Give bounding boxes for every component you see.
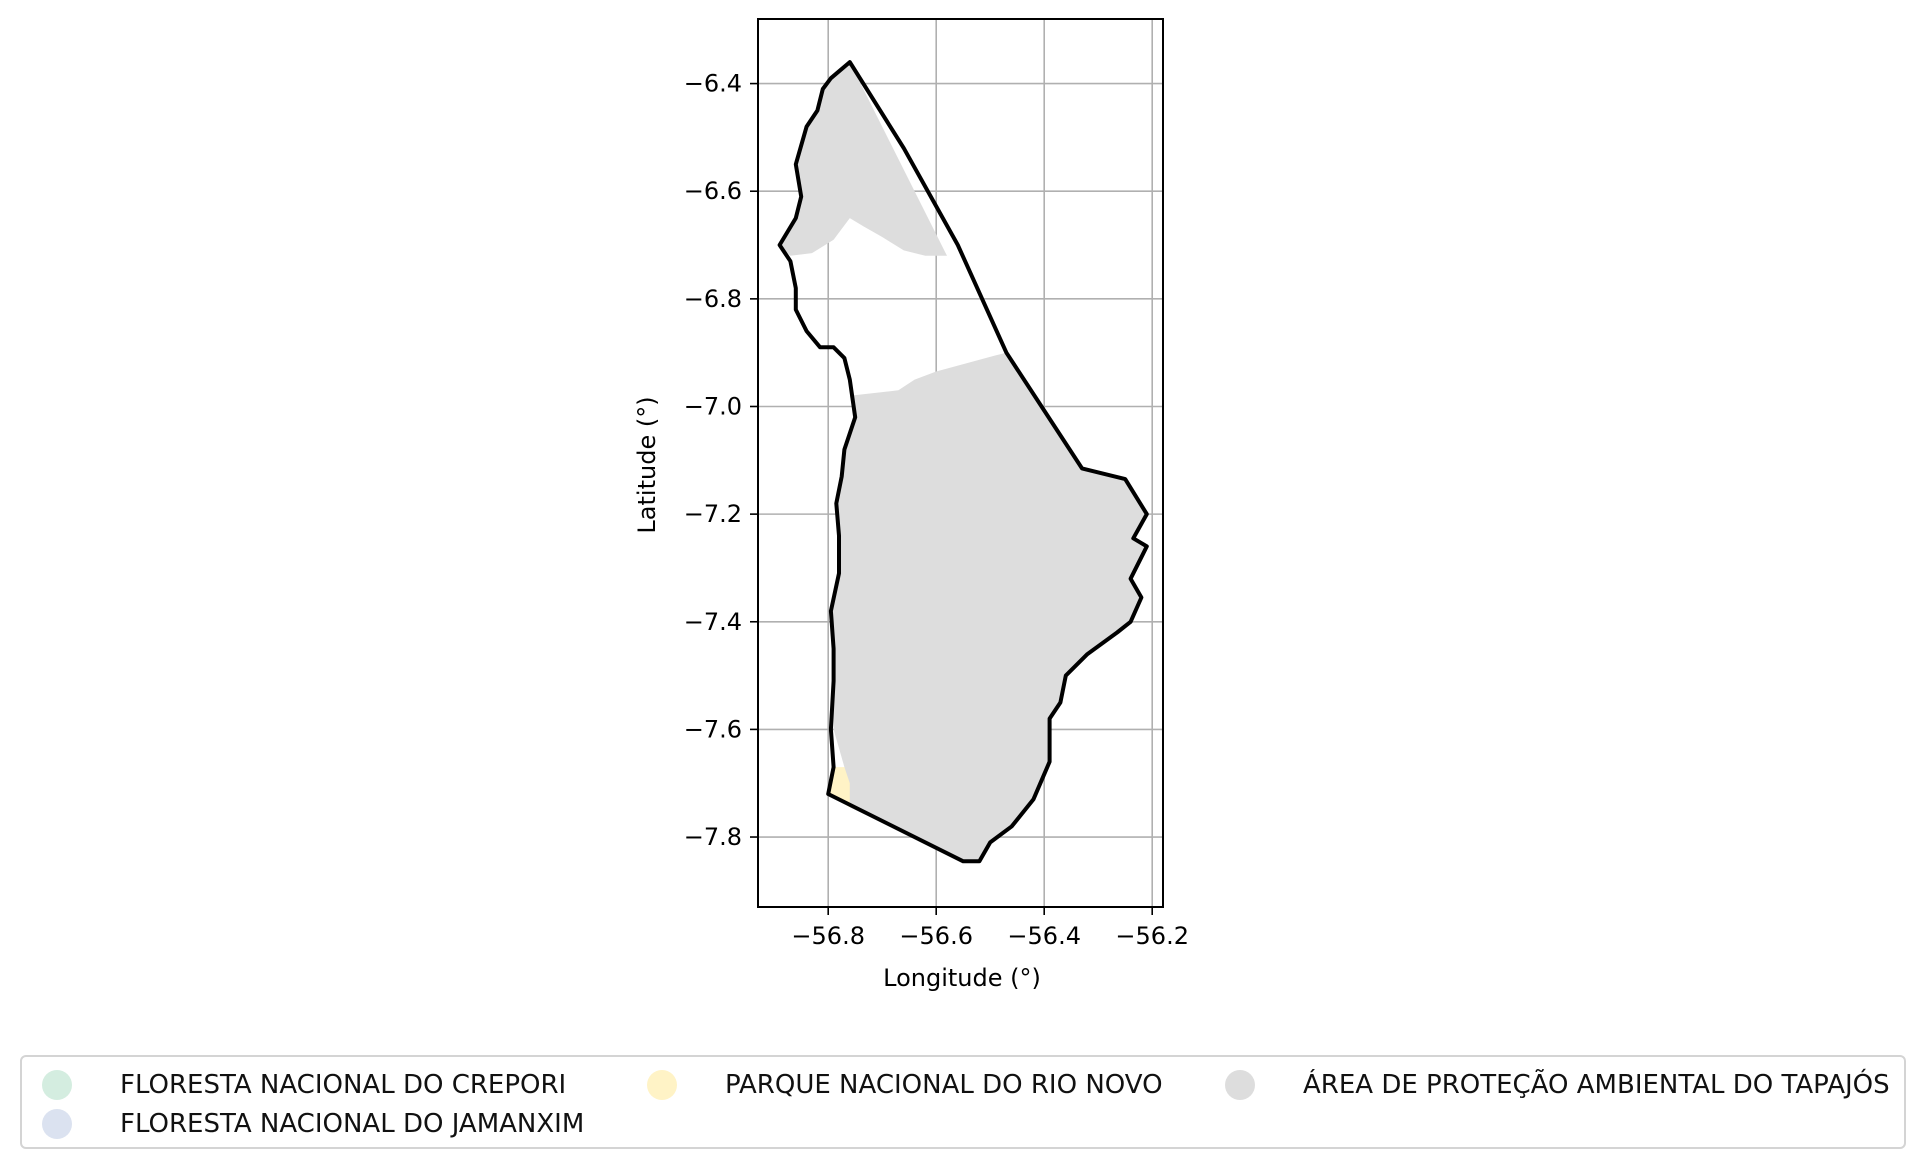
x-tick-label: −56.6 [899,922,973,950]
protected-area-polygon [779,62,947,256]
legend-label-rio-novo: PARQUE NACIONAL DO RIO NOVO [725,1070,1163,1100]
legend-marker-crepori [42,1070,72,1100]
y-tick-label: −7.8 [684,823,742,851]
x-tick-label: −56.2 [1115,922,1189,950]
legend-label-jamanxim: FLORESTA NACIONAL DO JAMANXIM [120,1109,585,1139]
legend-item-jamanxim: FLORESTA NACIONAL DO JAMANXIM [42,1106,584,1142]
legend-item-tapajos: ÁREA DE PROTEÇÃO AMBIENTAL DO TAPAJÓS [1225,1067,1890,1103]
x-tick-label: −56.4 [1007,922,1081,950]
y-tick-label: −7.6 [684,715,742,743]
legend-label-tapajos: ÁREA DE PROTEÇÃO AMBIENTAL DO TAPAJÓS [1303,1070,1890,1100]
x-axis-label: Longitude (°) [883,964,1041,992]
y-tick-label: −6.8 [684,285,742,313]
legend-item-rio-novo: PARQUE NACIONAL DO RIO NOVO [647,1067,1163,1103]
legend-item-crepori: FLORESTA NACIONAL DO CREPORI [42,1067,566,1103]
y-tick-label: −7.0 [684,392,742,420]
y-tick-label: −6.6 [684,177,742,205]
legend-marker-tapajos [1225,1070,1255,1100]
y-tick-label: −6.4 [684,70,742,98]
axis-ticks: −56.8 −56.6 −56.4 −56.2 −6.4 −6.6 −6.8 −7.0 −7.2… [684,70,1189,950]
y-axis-label: Latitude (°) [633,396,661,533]
x-tick-label: −56.8 [791,922,865,950]
protected-areas [779,62,1147,862]
legend-label-crepori: FLORESTA NACIONAL DO CREPORI [120,1070,567,1100]
legend-marker-rio-novo [647,1070,677,1100]
y-tick-label: −7.4 [684,608,742,636]
y-tick-label: −7.2 [684,500,742,528]
legend: FLORESTA NACIONAL DO CREPORI FLORESTA NA… [20,1055,1906,1149]
municipality-boundary [777,60,1149,864]
legend-marker-jamanxim [42,1109,72,1139]
protected-area-polygon [830,352,1147,862]
axes-frame [757,18,1164,908]
region-boundary [777,60,1149,864]
